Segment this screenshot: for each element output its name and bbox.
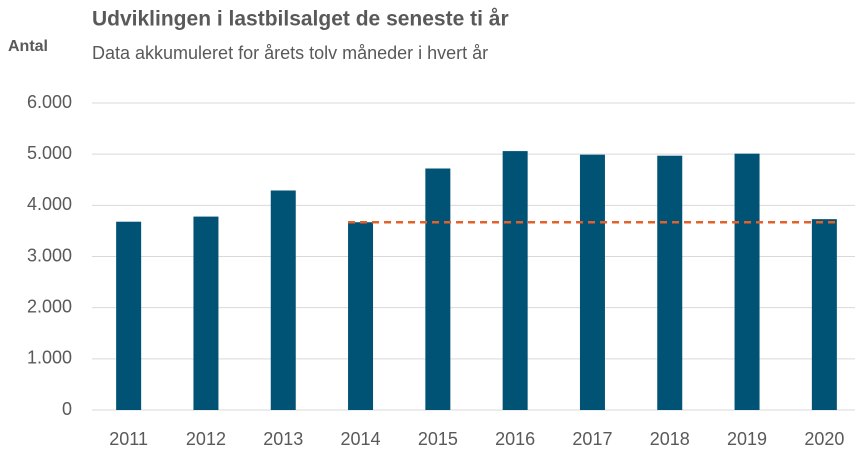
x-tick-label: 2012 — [186, 429, 226, 449]
x-tick-label: 2017 — [572, 429, 612, 449]
y-tick-label: 3.000 — [27, 245, 72, 265]
x-tick-label: 2011 — [109, 429, 148, 449]
bar — [502, 151, 528, 410]
y-axis-label: Antal — [8, 38, 48, 55]
x-tick-label: 2019 — [727, 429, 767, 449]
x-tick-label: 2018 — [650, 429, 690, 449]
bar — [116, 221, 142, 410]
chart-subtitle: Data akkumuleret for årets tolv måneder … — [92, 43, 488, 63]
bar — [657, 155, 683, 410]
y-tick-label: 5.000 — [27, 143, 72, 163]
x-tick-label: 2016 — [495, 429, 535, 449]
y-tick-label: 2.000 — [27, 296, 72, 316]
y-tick-label: 1.000 — [27, 348, 72, 368]
x-tick-label: 2015 — [418, 429, 458, 449]
x-tick-label: 2013 — [263, 429, 303, 449]
bar — [425, 168, 451, 410]
chart-title: Udviklingen i lastbilsalget de seneste t… — [92, 8, 509, 31]
bar — [270, 190, 296, 410]
bar — [734, 153, 760, 410]
y-tick-label: 6.000 — [27, 92, 72, 112]
bar — [811, 219, 837, 410]
y-tick-label: 4.000 — [27, 194, 72, 214]
bar — [193, 216, 219, 410]
x-tick-label: 2020 — [804, 429, 844, 449]
y-tick-label: 0 — [62, 399, 72, 419]
bar — [348, 222, 374, 410]
bar — [579, 154, 605, 410]
x-tick-label: 2014 — [341, 429, 381, 449]
